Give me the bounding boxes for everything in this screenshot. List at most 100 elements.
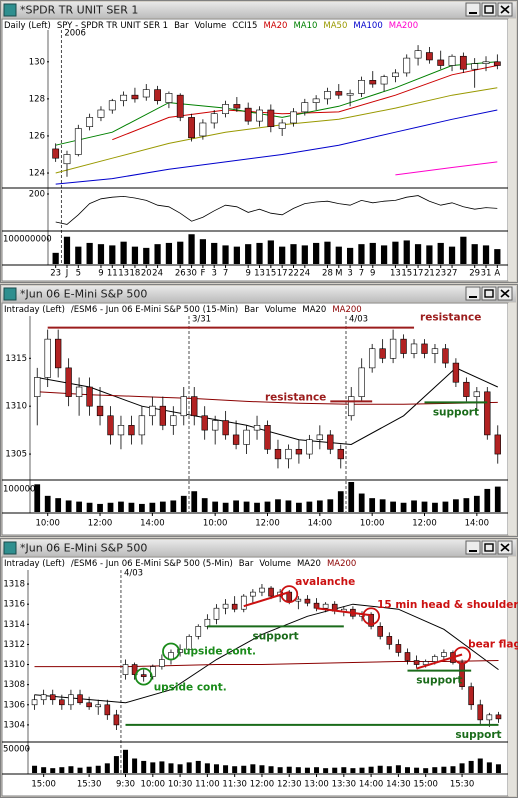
- legend-item: Volume: [259, 559, 291, 569]
- x-tick-label: 30: [186, 269, 197, 279]
- volume-bar: [186, 762, 192, 773]
- candle-body: [231, 603, 238, 610]
- candle-body: [421, 343, 428, 354]
- candle-body: [316, 434, 324, 440]
- volume-bar: [63, 236, 71, 264]
- x-tick-label: 12:00: [255, 519, 280, 529]
- window-button-max[interactable]: [481, 286, 497, 301]
- x-tick-label: J: [65, 269, 69, 279]
- volume-bar: [423, 768, 429, 773]
- volume-bar: [377, 765, 383, 773]
- x-tick-label: 14:00: [140, 519, 165, 529]
- candle-body: [259, 587, 265, 593]
- window-button-min[interactable]: [465, 540, 481, 555]
- candle-body: [104, 704, 111, 716]
- volume-bar: [149, 502, 156, 512]
- y-tick-label: 1310: [5, 402, 27, 412]
- annotation-circle: [453, 646, 471, 665]
- volume-bar: [118, 501, 124, 512]
- volume-bar: [324, 241, 331, 264]
- x-tick-label: M: [335, 269, 342, 279]
- btn-glyph: [484, 289, 494, 298]
- volume-bar: [442, 501, 449, 512]
- volume-bar: [52, 252, 59, 264]
- candle-body: [180, 396, 187, 417]
- candle-body: [86, 117, 94, 127]
- candle-body: [107, 415, 114, 436]
- candle-body: [201, 415, 208, 431]
- y-tick-label: 128: [29, 94, 45, 104]
- candle-body: [63, 154, 71, 165]
- volume-bar: [346, 247, 354, 264]
- window-button-max[interactable]: [481, 540, 497, 555]
- candle-body: [414, 50, 422, 59]
- volume-bar: [65, 500, 72, 512]
- window-button-min[interactable]: [465, 286, 481, 301]
- volume-bar: [59, 767, 65, 773]
- volume-bar: [404, 767, 410, 773]
- volume-bar: [484, 488, 491, 512]
- x-tick-label: 13:00: [304, 780, 329, 790]
- candle-body: [52, 148, 60, 159]
- candle-body: [96, 405, 104, 417]
- volume-bar: [473, 495, 480, 512]
- volume-bar: [453, 499, 459, 512]
- legend-item: MA200: [389, 21, 418, 31]
- x-tick-label: 29: [469, 269, 480, 279]
- annotation-label: support: [433, 406, 479, 418]
- volume-bar: [494, 486, 501, 512]
- volume-bar: [380, 245, 388, 264]
- legend-item: Bar: [239, 559, 254, 569]
- volume-bar: [104, 763, 110, 773]
- window-button-min[interactable]: [465, 2, 481, 17]
- legend-item: MA20: [263, 21, 287, 31]
- volume-bar: [460, 236, 467, 264]
- legend-item: Bar: [244, 305, 259, 315]
- volume-bar: [75, 246, 82, 264]
- volume-bar: [34, 484, 41, 512]
- chart-area: [1, 18, 509, 282]
- y-tick-label: 1312: [3, 640, 25, 650]
- candle-body: [322, 603, 329, 609]
- x-tick-label: 13:30: [332, 780, 357, 790]
- volume-bar: [211, 242, 218, 264]
- candle-body: [448, 55, 456, 66]
- legend-item: /ESM6 - Jun 06 E-Mini S&P 500 (15-Min): [71, 305, 238, 315]
- x-tick-label: 10:00: [203, 519, 228, 529]
- candle-body: [128, 425, 135, 436]
- x-tick-label: 7: [223, 269, 228, 279]
- candle-body: [232, 434, 240, 445]
- y-tick-label: 1308: [3, 680, 25, 690]
- candle-body: [154, 89, 162, 102]
- volume-bar: [279, 246, 286, 264]
- candle-body: [285, 448, 292, 460]
- legend-item: Volume: [265, 305, 297, 315]
- legend-item: Intraday (Left): [4, 559, 65, 569]
- volume-bar: [223, 765, 229, 773]
- x-tick-label: 10:00: [35, 519, 60, 529]
- volume-bar: [86, 242, 93, 264]
- volume-bar: [277, 767, 283, 773]
- volume-bar: [437, 242, 444, 264]
- x-tick-label: 17: [413, 269, 424, 279]
- candle-body: [122, 664, 129, 675]
- candle-body: [410, 343, 418, 354]
- candle-body: [256, 109, 263, 122]
- candle-body: [142, 89, 150, 98]
- candle-body: [395, 644, 402, 653]
- volume-bar: [250, 764, 256, 773]
- session-label: 4/03: [124, 569, 143, 579]
- title-bar: [2, 286, 516, 302]
- candle-body: [422, 661, 429, 665]
- x-tick-label: 11:30: [222, 780, 247, 790]
- volume-bar: [165, 242, 173, 264]
- x-tick-label: 10:00: [360, 519, 385, 529]
- annotation-label: bear flag: [468, 638, 518, 650]
- x-tick-label: 9: [98, 269, 103, 279]
- volume-bar: [191, 491, 198, 512]
- volume-bar: [290, 244, 297, 264]
- candle-body: [199, 122, 207, 137]
- candle-body: [369, 80, 377, 85]
- window-button-max[interactable]: [481, 2, 497, 17]
- candle-body: [386, 636, 393, 645]
